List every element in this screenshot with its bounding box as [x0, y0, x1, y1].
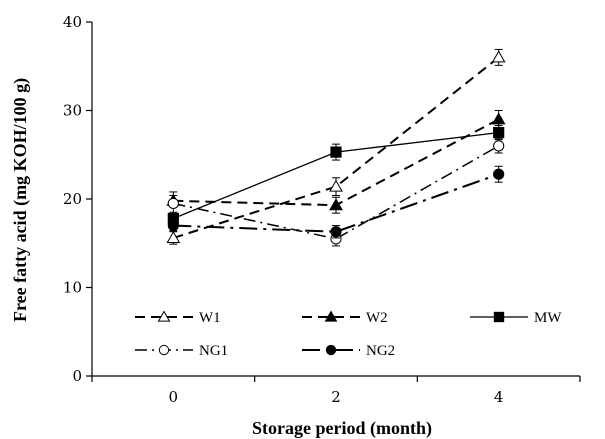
y-tick-label: 20 [63, 190, 82, 208]
data-point-w2 [330, 199, 342, 210]
data-point-w2 [493, 113, 505, 124]
legend-label-w2: W2 [366, 310, 388, 326]
y-axis-title: Free fatty acid (mg KOH/100 g) [10, 78, 31, 322]
x-tick-label: 4 [494, 388, 504, 406]
legend-label-w1: W1 [199, 310, 221, 326]
data-point-ng1 [494, 141, 504, 151]
data-point-mw [494, 128, 504, 138]
x-tick-label: 2 [331, 388, 341, 406]
x-tick-label: 0 [169, 388, 179, 406]
legend-label-ng2: NG2 [366, 343, 395, 359]
y-tick-label: 10 [63, 279, 82, 297]
legend-marker-mw [494, 312, 503, 321]
data-point-ng2 [331, 227, 341, 237]
data-point-w1 [493, 51, 505, 62]
legend-label-ng1: NG1 [199, 343, 228, 359]
data-point-mw [331, 147, 341, 157]
legend-marker-ng2 [326, 345, 335, 354]
data-point-ng1 [168, 198, 178, 208]
data-point-ng2 [168, 220, 178, 230]
x-axis-title: Storage period (month) [252, 418, 432, 439]
legend-marker-ng1 [159, 345, 168, 354]
plot-area: 0 10 20 30 40 0 2 4 W1 W2 MW NG1 NG2 [63, 13, 580, 406]
legend-label-mw: MW [534, 310, 562, 326]
y-tick-label: 40 [63, 13, 82, 31]
y-tick-label: 0 [72, 367, 82, 385]
y-tick-label: 30 [63, 102, 82, 120]
data-point-ng2 [494, 169, 504, 179]
